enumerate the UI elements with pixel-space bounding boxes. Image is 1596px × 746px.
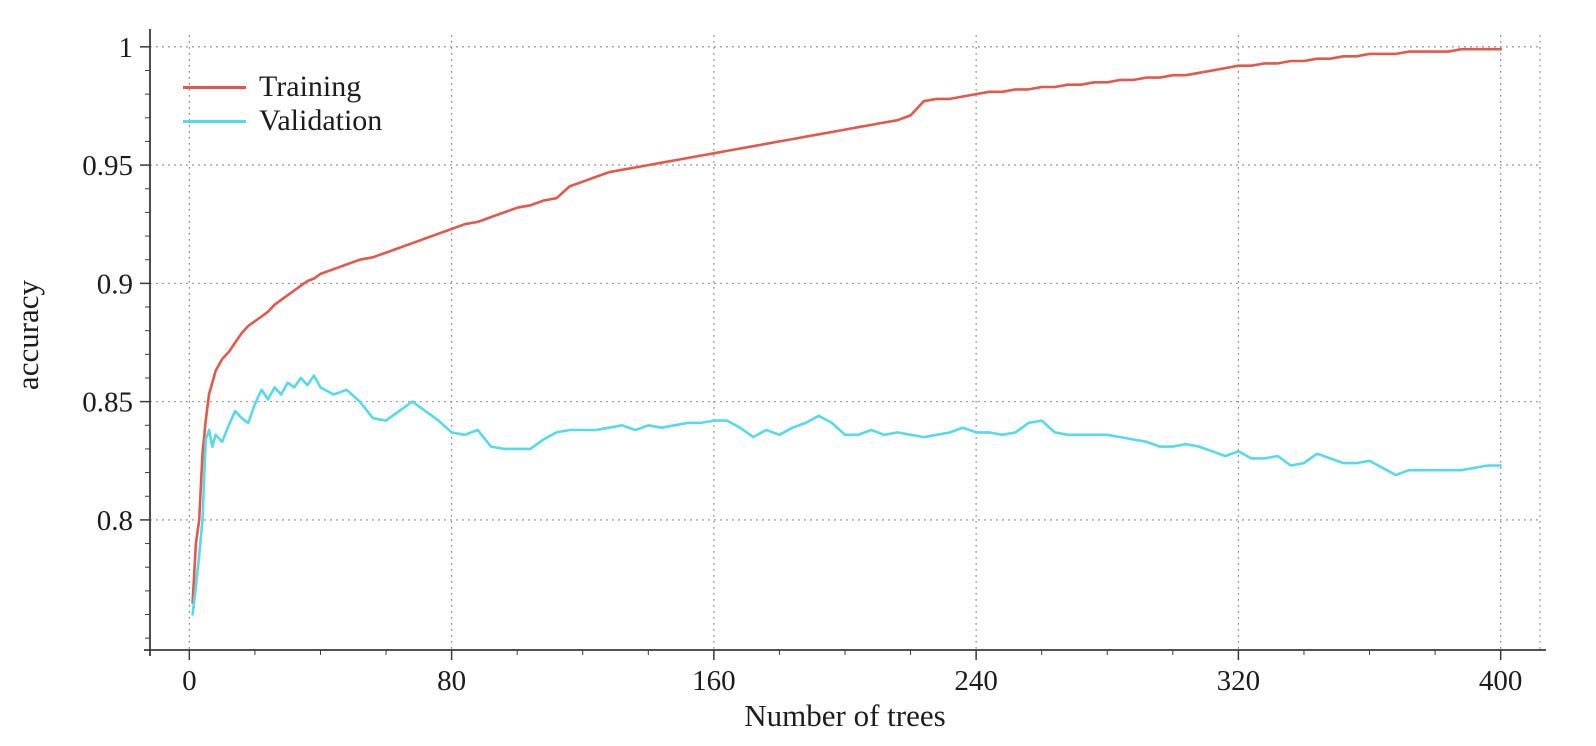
x-tick-label: 80: [437, 665, 466, 697]
legend-label-validation: Validation: [259, 104, 383, 137]
legend: Training Validation: [183, 70, 382, 138]
x-tick-label: 160: [692, 665, 736, 697]
y-tick-label: 0.8: [97, 505, 133, 537]
y-axis-label: accuracy: [10, 279, 45, 391]
x-tick-label: 0: [182, 665, 197, 697]
x-axis-label: Number of trees: [744, 698, 946, 733]
x-tick-label: 400: [1479, 665, 1523, 697]
legend-item-validation: Validation: [183, 104, 382, 138]
validation-line-swatch: [183, 119, 246, 123]
training-line-swatch: [183, 85, 246, 89]
validation-series-line: [191, 374, 1502, 616]
y-tick-label: 0.85: [82, 387, 133, 419]
y-tick-label: 0.9: [97, 268, 133, 300]
y-tick-label: 0.95: [82, 150, 133, 182]
x-tick-label: 240: [954, 665, 998, 697]
x-tick-label: 320: [1217, 665, 1261, 697]
legend-item-training: Training: [183, 70, 382, 104]
y-tick-label: 1: [119, 32, 134, 64]
legend-label-training: Training: [259, 70, 362, 103]
training-series-line: [191, 47, 1502, 605]
